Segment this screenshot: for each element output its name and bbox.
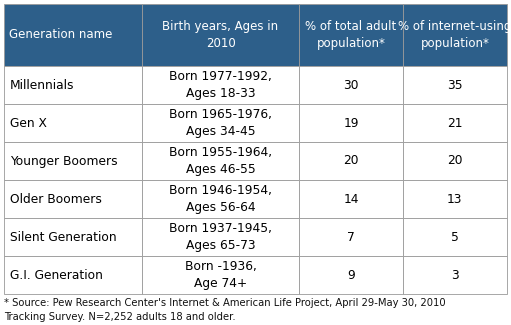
Bar: [403, 180, 507, 218]
Bar: [299, 218, 403, 256]
Text: % of total adult
population*: % of total adult population*: [306, 20, 397, 50]
Bar: [4, 180, 142, 218]
Text: Born 1955-1964,
Ages 46-55: Born 1955-1964, Ages 46-55: [169, 146, 272, 176]
Text: 20: 20: [447, 154, 462, 167]
Bar: [4, 256, 142, 294]
Bar: [299, 180, 403, 218]
Bar: [299, 4, 403, 66]
Text: 14: 14: [343, 192, 359, 205]
Bar: [4, 104, 142, 142]
Bar: [142, 180, 299, 218]
Bar: [142, 4, 299, 66]
Bar: [299, 256, 403, 294]
Text: Born -1936,
Age 74+: Born -1936, Age 74+: [184, 260, 257, 290]
Text: 3: 3: [451, 268, 459, 281]
Text: Born 1977-1992,
Ages 18-33: Born 1977-1992, Ages 18-33: [169, 70, 272, 100]
Bar: [4, 142, 142, 180]
Bar: [142, 104, 299, 142]
Bar: [142, 142, 299, 180]
Bar: [403, 218, 507, 256]
Bar: [299, 66, 403, 104]
Text: G.I. Generation: G.I. Generation: [10, 268, 103, 281]
Bar: [403, 256, 507, 294]
Bar: [4, 218, 142, 256]
Text: Millennials: Millennials: [10, 79, 75, 92]
Bar: [403, 142, 507, 180]
Text: Younger Boomers: Younger Boomers: [10, 154, 118, 167]
Text: 5: 5: [451, 230, 459, 243]
Bar: [142, 218, 299, 256]
Text: 7: 7: [347, 230, 355, 243]
Text: % of internet-using
population*: % of internet-using population*: [398, 20, 511, 50]
Text: 35: 35: [447, 79, 462, 92]
Text: Older Boomers: Older Boomers: [10, 192, 102, 205]
Text: Born 1965-1976,
Ages 34-45: Born 1965-1976, Ages 34-45: [169, 108, 272, 138]
Text: Born 1937-1945,
Ages 65-73: Born 1937-1945, Ages 65-73: [169, 222, 272, 252]
Text: * Source: Pew Research Center's Internet & American Life Project, April 29-May 3: * Source: Pew Research Center's Internet…: [4, 298, 446, 322]
Bar: [299, 142, 403, 180]
Text: Gen X: Gen X: [10, 116, 47, 129]
Text: 9: 9: [347, 268, 355, 281]
Bar: [299, 104, 403, 142]
Text: 20: 20: [343, 154, 359, 167]
Bar: [4, 66, 142, 104]
Text: 21: 21: [447, 116, 462, 129]
Bar: [4, 4, 142, 66]
Text: 30: 30: [343, 79, 359, 92]
Bar: [142, 256, 299, 294]
Bar: [403, 4, 507, 66]
Text: Silent Generation: Silent Generation: [10, 230, 117, 243]
Text: 19: 19: [343, 116, 359, 129]
Bar: [403, 66, 507, 104]
Text: Birth years, Ages in
2010: Birth years, Ages in 2010: [162, 20, 278, 50]
Bar: [142, 66, 299, 104]
Text: 13: 13: [447, 192, 462, 205]
Text: Born 1946-1954,
Ages 56-64: Born 1946-1954, Ages 56-64: [169, 184, 272, 214]
Text: Generation name: Generation name: [9, 29, 112, 42]
Bar: [403, 104, 507, 142]
